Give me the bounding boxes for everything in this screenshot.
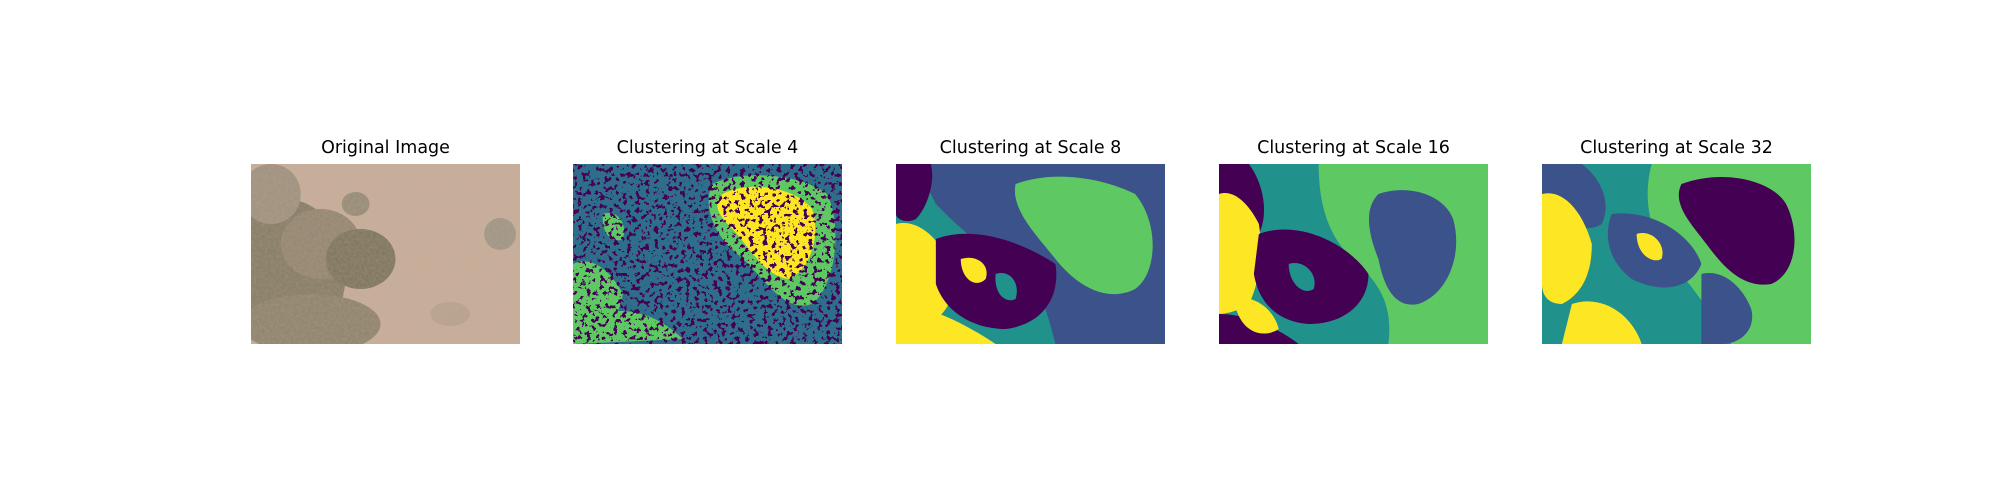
panel-scale4: Clustering at Scale 4 (573, 138, 842, 346)
original-image (251, 164, 520, 344)
cluster-map-scale-16 (1219, 164, 1488, 344)
cluster-map-scale-32 (1542, 164, 1811, 344)
panel-scale8: Clustering at Scale 8 (896, 138, 1165, 346)
cluster-map-scale-8 (896, 164, 1165, 344)
panel-scale32: Clustering at Scale 32 (1542, 138, 1811, 346)
panel-title: Clustering at Scale 8 (896, 138, 1165, 158)
panel-title: Clustering at Scale 16 (1219, 138, 1488, 158)
panel-title: Clustering at Scale 32 (1542, 138, 1811, 158)
panel-scale16: Clustering at Scale 16 (1219, 138, 1488, 346)
cluster-map-scale-4 (573, 164, 842, 344)
panel-title: Clustering at Scale 4 (573, 138, 842, 158)
panel-title: Original Image (251, 138, 520, 158)
panel-original: Original Image (251, 138, 520, 346)
